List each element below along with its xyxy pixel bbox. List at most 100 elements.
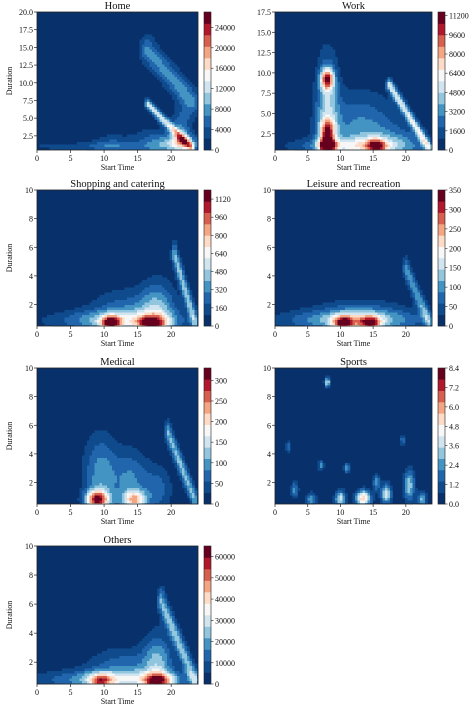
heatmap-cell: [107, 312, 110, 316]
heatmap-cell: [179, 97, 183, 100]
heatmap-cell: [410, 147, 413, 150]
heatmap-cell: [355, 94, 358, 98]
heatmap-cell: [377, 134, 381, 138]
heatmap-cell: [169, 310, 173, 313]
heatmap-cell: [405, 147, 408, 150]
heatmap-cell: [109, 475, 113, 479]
heatmap-cell: [122, 463, 125, 466]
heatmap-cell: [149, 112, 153, 115]
colorbar-segment: [438, 190, 445, 202]
heatmap-cell: [49, 315, 53, 318]
heatmap-cell: [317, 72, 321, 75]
heatmap-cell: [137, 468, 140, 471]
heatmap-cell: [49, 147, 53, 150]
heatmap-cell: [174, 440, 178, 444]
heatmap-cell: [330, 127, 333, 130]
heatmap-cell: [315, 104, 318, 108]
heatmap-cell: [97, 435, 100, 439]
heatmap-cell: [57, 317, 60, 321]
heatmap-cell: [375, 119, 378, 123]
heatmap-cell: [102, 493, 105, 496]
heatmap-cell: [127, 292, 130, 296]
heatmap-cell: [102, 322, 105, 326]
heatmap-cell: [172, 92, 175, 95]
heatmap-cell: [189, 122, 193, 125]
heatmap-cell: [337, 310, 341, 313]
heatmap-cell: [169, 285, 173, 288]
heatmap-cell: [322, 134, 326, 138]
heatmap-cell: [337, 77, 341, 80]
heatmap-cell: [49, 144, 53, 148]
heatmap-cell: [350, 129, 353, 133]
heatmap-cell: [345, 139, 348, 143]
heatmap-cell: [112, 440, 115, 444]
heatmap-cell: [357, 315, 361, 318]
heatmap-cell: [192, 132, 195, 135]
heatmap-cell: [112, 310, 115, 313]
heatmap-cell: [420, 295, 423, 298]
heatmap-cell: [117, 317, 120, 321]
heatmap-cell: [400, 127, 403, 130]
heatmap-cell: [402, 124, 406, 128]
heatmap-cell: [164, 438, 168, 441]
heatmap-cell: [144, 59, 148, 63]
heatmap-cell: [380, 119, 383, 123]
heatmap-cell: [174, 127, 178, 130]
heatmap-cell: [412, 277, 416, 281]
heatmap-cell: [372, 310, 376, 313]
heatmap-cell: [174, 250, 178, 253]
heatmap-cell: [147, 468, 150, 471]
heatmap-cell: [412, 142, 416, 145]
heatmap-cell: [325, 89, 328, 93]
heatmap-cell: [382, 312, 386, 316]
heatmap-cell: [405, 315, 408, 318]
heatmap-cell: [97, 488, 100, 491]
heatmap-cell: [89, 498, 93, 501]
heatmap-cell: [112, 297, 115, 301]
heatmap-cell: [367, 307, 371, 311]
heatmap-cell: [109, 445, 113, 449]
heatmap-cell: [64, 310, 68, 313]
heatmap-cell: [142, 52, 145, 55]
heatmap-cell: [332, 62, 336, 65]
heatmap-cell: [89, 312, 93, 316]
heatmap-cell: [375, 317, 378, 321]
heatmap-cell: [164, 59, 168, 63]
heatmap-cell: [407, 277, 411, 281]
heatmap-cell: [397, 117, 401, 120]
heatmap-cell: [184, 122, 188, 125]
heatmap-cell: [167, 488, 170, 491]
heatmap-cell: [320, 109, 323, 113]
heatmap-cell: [169, 252, 173, 256]
heatmap-cell: [425, 137, 428, 140]
heatmap-cell: [152, 37, 155, 40]
heatmap-cell: [114, 322, 118, 326]
heatmap-cell: [332, 305, 336, 308]
heatmap-cell: [187, 92, 190, 95]
heatmap-cell: [159, 114, 163, 118]
heatmap-cell: [149, 59, 153, 63]
heatmap-cell: [174, 84, 178, 88]
heatmap-cell: [335, 87, 338, 90]
heatmap-cell: [154, 74, 158, 78]
heatmap-cell: [92, 460, 95, 464]
heatmap-cell: [107, 473, 110, 476]
heatmap-cell: [107, 453, 110, 456]
heatmap-cell: [422, 302, 426, 306]
heatmap-cell: [164, 435, 168, 439]
heatmap-cell: [189, 490, 193, 494]
heatmap-cell: [189, 498, 193, 501]
heatmap-cell: [377, 127, 381, 130]
heatmap-cell: [184, 99, 188, 103]
heatmap-cell: [307, 315, 311, 318]
heatmap-cell: [124, 292, 128, 296]
heatmap-cell: [402, 438, 406, 441]
heatmap-cell: [402, 317, 406, 321]
heatmap-cell: [162, 132, 165, 135]
heatmap-cell: [179, 453, 183, 456]
heatmap-cell: [372, 132, 376, 135]
heatmap-cell: [97, 144, 100, 148]
heatmap-cell: [317, 129, 321, 133]
